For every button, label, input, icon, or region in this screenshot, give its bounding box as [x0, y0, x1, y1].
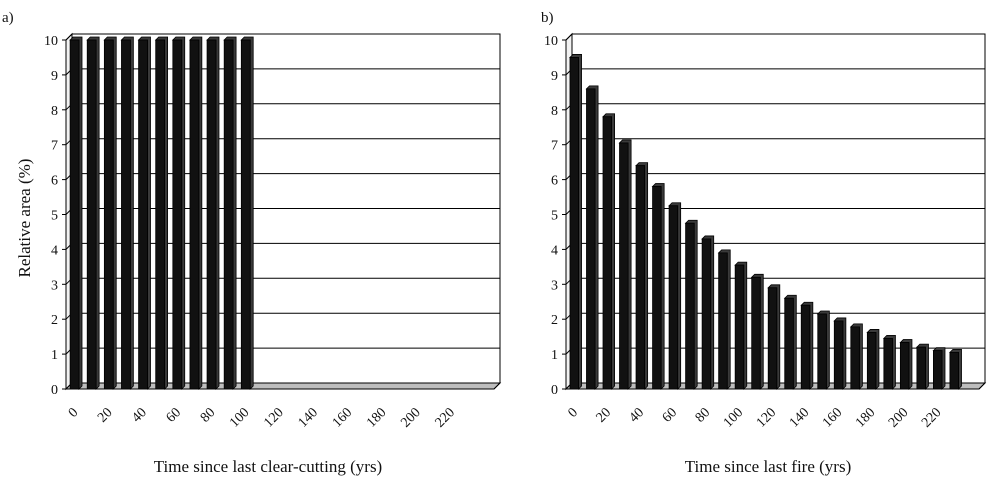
panel-a-bar: [103, 39, 114, 390]
panel-a-bar: [86, 39, 97, 390]
panel-b-x-tick-label: 80: [693, 405, 714, 426]
panel-a-x-tick-label: 40: [129, 405, 150, 426]
panel-b-y-tick-label: 1: [551, 348, 558, 363]
panel-b-y-tick-label: 0: [551, 383, 558, 398]
panel-b-y-tick-label: 7: [551, 139, 558, 154]
panel-a-y-tick-label: 4: [51, 243, 58, 258]
panel-a-bar: [240, 39, 251, 390]
panel-a-grid-diagonal: [65, 33, 73, 41]
panel-a-label: a): [2, 10, 14, 26]
panel-b-bar: [652, 186, 662, 390]
panel-b-y-tick-label: 2: [551, 313, 558, 328]
panel-a-x-tick-label: 0: [66, 405, 82, 421]
panel-b-bar: [817, 313, 827, 390]
panel-a-y-tick-label: 5: [51, 209, 58, 224]
panel-b-x-tick-label: 140: [787, 405, 812, 430]
panel-b-y-tick-label: 8: [551, 104, 558, 119]
panel-b-bar: [718, 252, 728, 390]
panel-b-y-tick-label: 9: [551, 69, 558, 84]
panel-b-bar: [949, 351, 959, 390]
panel-b-bar: [850, 326, 860, 390]
panel-a-bar: [223, 39, 234, 390]
panel-b-bar: [569, 57, 579, 390]
panel-b-x-tick-label: 20: [594, 405, 615, 426]
panel-b-bar: [619, 142, 629, 390]
panel-b-bar: [899, 342, 910, 390]
panel-b-bar: [833, 320, 844, 390]
panel-a-y-tick-label: 1: [51, 348, 58, 363]
y-axis-label: Relative area (%): [15, 159, 34, 278]
panel-b-bar: [734, 264, 745, 390]
panel-a-bar: [189, 39, 200, 390]
panel-a-y-tick-label: 8: [51, 104, 58, 119]
panel-b-x-tick-label: 120: [754, 405, 779, 430]
panel-b-bar: [916, 346, 926, 390]
panel-a-floor-edge: [493, 382, 501, 390]
panel-b-x-tick-label: 0: [566, 405, 582, 421]
panel-a-y-tick-label: 6: [51, 174, 58, 189]
panel-b-bar: [602, 116, 612, 390]
panel-a-bar: [206, 39, 217, 390]
panel-a-x-axis-label: Time since last clear-cutting (yrs): [154, 457, 382, 476]
panel-a-y-tick-label: 9: [51, 69, 58, 84]
panel-b-y-tick-label: 5: [551, 209, 558, 224]
panel-b-x-tick-label: 60: [660, 405, 681, 426]
panel-b-x-axis-label: Time since last fire (yrs): [685, 457, 852, 476]
panel-b-bar: [883, 337, 893, 390]
panel-a-y-tick-label: 7: [51, 139, 58, 154]
panel-b-bar: [668, 205, 679, 390]
panel-a-x-tick-label: 160: [330, 405, 355, 430]
panel-b-bar: [784, 297, 794, 390]
panel-a-bar: [172, 39, 183, 390]
panel-b-bar: [866, 332, 877, 390]
panel-b-bar: [751, 276, 761, 390]
panel-a-x-tick-label: 60: [164, 405, 185, 426]
panel-a-y-tick-label: 2: [51, 313, 58, 328]
panel-a-x-tick-label: 80: [198, 405, 219, 426]
panel-b-y-tick-label: 3: [551, 278, 558, 293]
panel-b-x-tick-label: 40: [627, 405, 648, 426]
panel-a-bar: [155, 39, 166, 390]
panel-a-x-tick-label: 180: [364, 405, 389, 430]
panel-b-y-tick-label: 6: [551, 174, 558, 189]
panel-b-x-tick-label: 180: [853, 405, 878, 430]
panel-a-y-tick-label: 0: [51, 383, 58, 398]
panel-b-x-tick-label: 160: [820, 405, 845, 430]
panel-b-bar: [635, 165, 646, 390]
panel-b-floor-edge: [978, 382, 986, 390]
panel-a-x-tick-label: 120: [261, 405, 286, 430]
panel-b-x-tick-label: 220: [919, 405, 944, 430]
panel-a-y-tick-label: 3: [51, 278, 58, 293]
panel-a-x-tick-label: 100: [227, 405, 252, 430]
panel-b-bar: [767, 287, 778, 390]
panel-a-x-tick-label: 200: [398, 405, 423, 430]
panel-b-y-tick-label: 10: [544, 34, 558, 49]
panel-a-bar: [69, 39, 80, 390]
panel-b-y-tick-label: 4: [551, 243, 558, 258]
panel-a-x-tick-label: 20: [95, 405, 116, 426]
panel-a-x-tick-label: 140: [296, 405, 321, 430]
panel-b-bar: [800, 304, 811, 390]
panel-b-x-tick-label: 200: [886, 405, 911, 430]
panel-a-bar: [138, 39, 148, 390]
panel-a-y-tick-label: 10: [44, 34, 58, 49]
panel-b-x-tick-label: 100: [721, 405, 746, 430]
panel-b-bar: [685, 222, 695, 390]
panel-a-x-tick-label: 220: [433, 405, 458, 430]
panel-b-grid-diagonal: [565, 33, 573, 41]
panel-b-bar: [586, 88, 596, 390]
panel-b-bar: [701, 238, 712, 390]
panel-b-bar: [933, 350, 943, 390]
panel-a-bar: [121, 39, 131, 390]
panel-b-label: b): [541, 10, 554, 26]
